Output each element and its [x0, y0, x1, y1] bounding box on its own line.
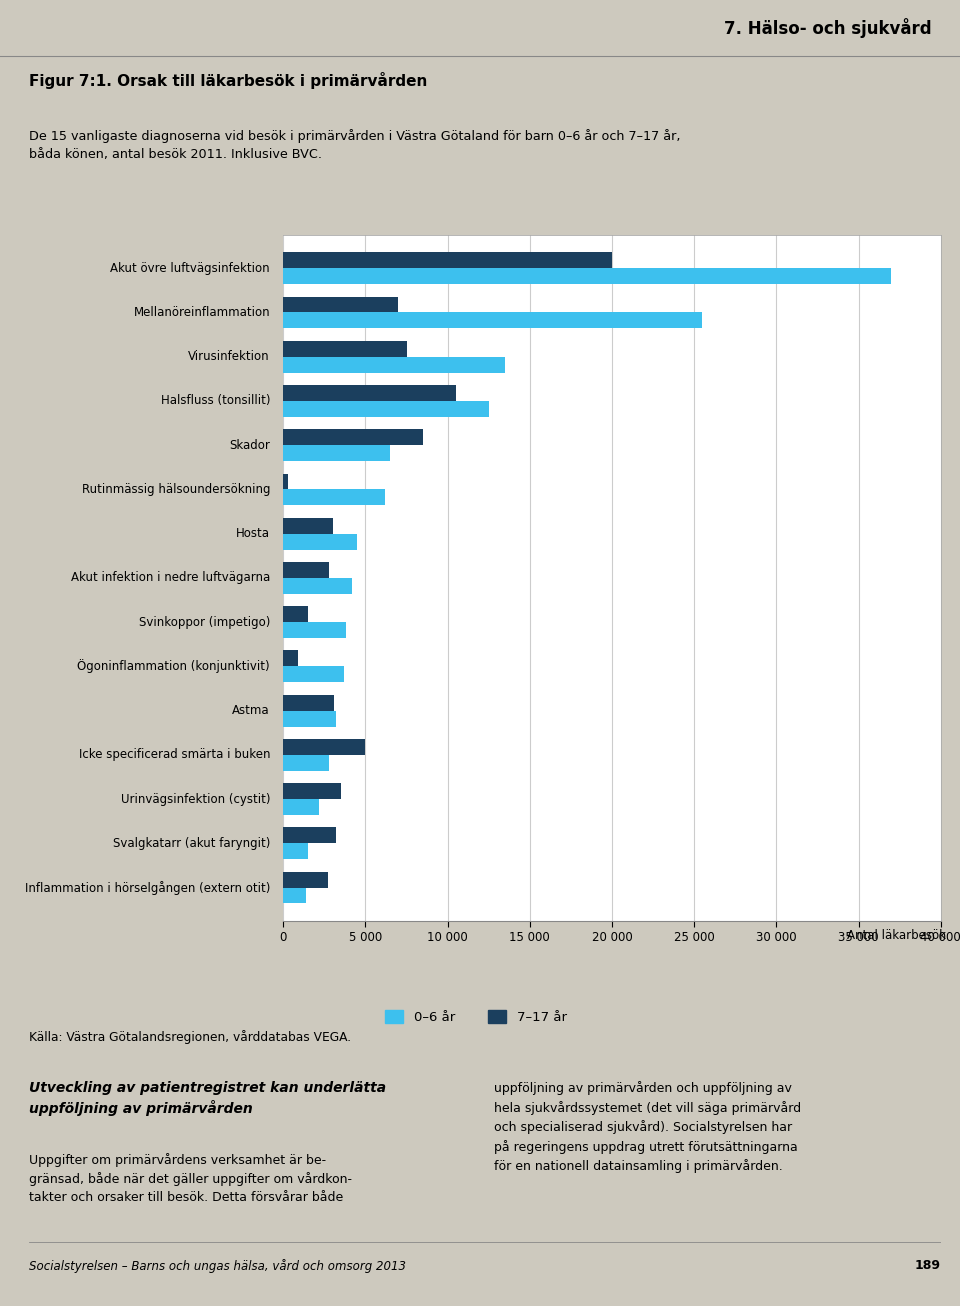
Bar	[283, 871, 327, 888]
Bar	[283, 430, 423, 445]
Bar	[283, 385, 456, 401]
Bar	[283, 401, 489, 417]
Text: Antal läkarbesök: Antal läkarbesök	[847, 929, 946, 942]
Bar	[283, 445, 390, 461]
Text: uppföljning av primärvården och uppföljning av
hela sjukvårdssystemet (det vill : uppföljning av primärvården och uppföljn…	[493, 1081, 801, 1173]
Bar	[283, 296, 398, 312]
Text: 7. Hälso- och sjukvård: 7. Hälso- och sjukvård	[724, 18, 931, 38]
Bar	[283, 268, 892, 285]
Bar	[283, 888, 306, 904]
Bar	[283, 799, 320, 815]
Bar	[283, 650, 298, 666]
Bar	[283, 474, 288, 490]
Bar	[283, 534, 357, 550]
Text: Socialstyrelsen – Barns och ungas hälsa, vård och omsorg 2013: Socialstyrelsen – Barns och ungas hälsa,…	[29, 1259, 406, 1273]
Bar	[283, 577, 352, 594]
Bar	[283, 357, 505, 372]
Bar	[283, 666, 344, 682]
Bar	[283, 562, 329, 577]
Text: Källa: Västra Götalandsregionen, vårddatabas VEGA.: Källa: Västra Götalandsregionen, vårddat…	[29, 1030, 351, 1045]
Text: Figur 7:1. Orsak till läkarbesök i primärvården: Figur 7:1. Orsak till läkarbesök i primä…	[29, 72, 427, 89]
Text: Utveckling av patientregistret kan underlätta
uppföljning av primärvården: Utveckling av patientregistret kan under…	[29, 1081, 386, 1115]
Text: De 15 vanligaste diagnoserna vid besök i primärvården i Västra Götaland för barn: De 15 vanligaste diagnoserna vid besök i…	[29, 129, 681, 162]
Bar	[283, 739, 366, 755]
Bar	[283, 252, 612, 268]
Bar	[283, 755, 329, 771]
Legend: 0–6 år, 7–17 år: 0–6 år, 7–17 år	[385, 1010, 567, 1024]
Bar	[283, 828, 336, 844]
Bar	[283, 341, 406, 357]
Bar	[283, 490, 385, 505]
Bar	[283, 784, 341, 799]
Bar	[283, 312, 703, 328]
Text: 189: 189	[915, 1259, 941, 1272]
Bar	[283, 517, 332, 534]
Bar	[283, 606, 308, 622]
Bar	[283, 695, 334, 710]
Bar	[283, 844, 308, 859]
Bar	[283, 622, 346, 639]
Text: Uppgifter om primärvårdens verksamhet är be-
gränsad, både när det gäller uppgif: Uppgifter om primärvårdens verksamhet är…	[29, 1153, 351, 1204]
Bar	[283, 710, 336, 726]
